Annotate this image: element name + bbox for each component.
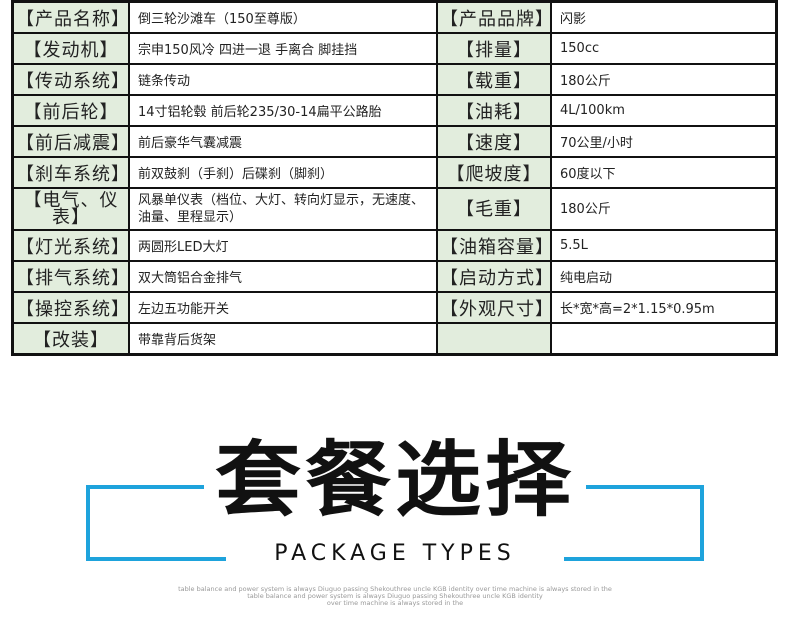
table-row: 【改装】 带靠背后货架 [11, 322, 778, 356]
table-row: 【刹车系统】 前双鼓刹（手刹）后碟刹（脚刹） 【爬坡度】 60度以下 [11, 156, 778, 189]
spec-value: 150cc [550, 32, 778, 65]
spec-value: 180公斤 [550, 63, 778, 96]
spec-label: 【载重】 [436, 63, 552, 96]
spec-label: 【毛重】 [436, 187, 552, 231]
spec-value: 4L/100km [550, 94, 778, 127]
spec-label: 【外观尺寸】 [436, 291, 553, 324]
spec-value: 长*宽*高=2*1.15*0.95m [550, 291, 778, 324]
spec-label: 【发动机】 [11, 32, 130, 65]
spec-label: 【爬坡度】 [436, 156, 552, 189]
spec-label: 【传动系统】 [11, 63, 130, 96]
spec-value: 左边五功能开关 [128, 291, 438, 324]
spec-label: 【排量】 [436, 32, 552, 65]
spec-value: 5.5L [550, 229, 778, 262]
spec-value [550, 322, 778, 356]
spec-value: 链条传动 [128, 63, 438, 96]
spec-label: 【油箱容量】 [436, 229, 553, 262]
spec-value: 带靠背后货架 [128, 322, 438, 356]
spec-label: 【启动方式】 [436, 260, 553, 293]
banner-subtitle: PACKAGE TYPES [274, 541, 516, 566]
fine-print: table balance and power system is always… [0, 586, 790, 607]
spec-value: 风暴单仪表（档位、大灯、转向灯显示，无速度、油量、里程显示） [128, 187, 438, 231]
spec-table: 【产品名称】 倒三轮沙滩车（150至尊版） 【产品品牌】 闪影 【发动机】 宗申150风冷… [11, 0, 778, 356]
spec-label [436, 322, 552, 356]
banner-title: 套餐选择 [215, 433, 575, 529]
spec-label: 【产品名称】 [11, 0, 130, 34]
spec-value: 两圆形LED大灯 [128, 229, 438, 262]
spec-value: 倒三轮沙滩车（150至尊版） [128, 0, 438, 34]
spec-label: 【速度】 [436, 125, 552, 158]
spec-value: 前后豪华气囊减震 [128, 125, 438, 158]
table-row: 【电气、仪表】 风暴单仪表（档位、大灯、转向灯显示，无速度、油量、里程显示） 【毛重… [11, 187, 778, 231]
spec-label: 【刹车系统】 [11, 156, 130, 189]
fine-print-line: over time machine is always stored in th… [326, 599, 464, 607]
spec-label: 【前后减震】 [11, 125, 130, 158]
spec-label: 【操控系统】 [11, 291, 130, 324]
table-row: 【排气系统】 双大筒铝合金排气 【启动方式】 纯电启动 [11, 260, 778, 293]
bracket-line [86, 485, 204, 489]
table-row: 【前后减震】 前后豪华气囊减震 【速度】 70公里/小时 [11, 125, 778, 158]
table-row: 【前后轮】 14寸铝轮毂 前后轮235/30-14扁平公路胎 【油耗】 4L/100k… [11, 94, 778, 127]
bracket-line [86, 557, 226, 561]
spec-value: 前双鼓刹（手刹）后碟刹（脚刹） [128, 156, 438, 189]
spec-label: 【油耗】 [436, 94, 552, 127]
table-row: 【产品名称】 倒三轮沙滩车（150至尊版） 【产品品牌】 闪影 [11, 0, 778, 34]
spec-label: 【前后轮】 [11, 94, 130, 127]
table-row: 【传动系统】 链条传动 【载重】 180公斤 [11, 63, 778, 96]
spec-value: 纯电启动 [550, 260, 778, 293]
table-row: 【发动机】 宗申150风冷 四进一退 手离合 脚挂挡 【排量】 150cc [11, 32, 778, 65]
bracket-line [86, 485, 90, 561]
fine-print-line: table balance and power system is always… [178, 585, 612, 593]
bracket-line [700, 485, 704, 561]
spec-value: 闪影 [550, 0, 778, 34]
spec-value: 70公里/小时 [550, 125, 778, 158]
spec-label: 【改装】 [11, 322, 130, 356]
spec-label: 【产品品牌】 [436, 0, 553, 34]
spec-label: 【排气系统】 [11, 260, 130, 293]
spec-value: 宗申150风冷 四进一退 手离合 脚挂挡 [128, 32, 438, 65]
spec-label: 【灯光系统】 [11, 229, 130, 262]
spec-value: 180公斤 [550, 187, 778, 231]
spec-value: 14寸铝轮毂 前后轮235/30-14扁平公路胎 [128, 94, 438, 127]
fine-print-line: table balance and power system is always… [247, 592, 543, 600]
spec-value: 双大筒铝合金排气 [128, 260, 438, 293]
spec-label: 【电气、仪表】 [11, 187, 130, 231]
table-row: 【灯光系统】 两圆形LED大灯 【油箱容量】 5.5L [11, 229, 778, 262]
table-row: 【操控系统】 左边五功能开关 【外观尺寸】 长*宽*高=2*1.15*0.95m [11, 291, 778, 324]
bracket-line [564, 557, 704, 561]
bracket-line [586, 485, 704, 489]
spec-value: 60度以下 [550, 156, 778, 189]
